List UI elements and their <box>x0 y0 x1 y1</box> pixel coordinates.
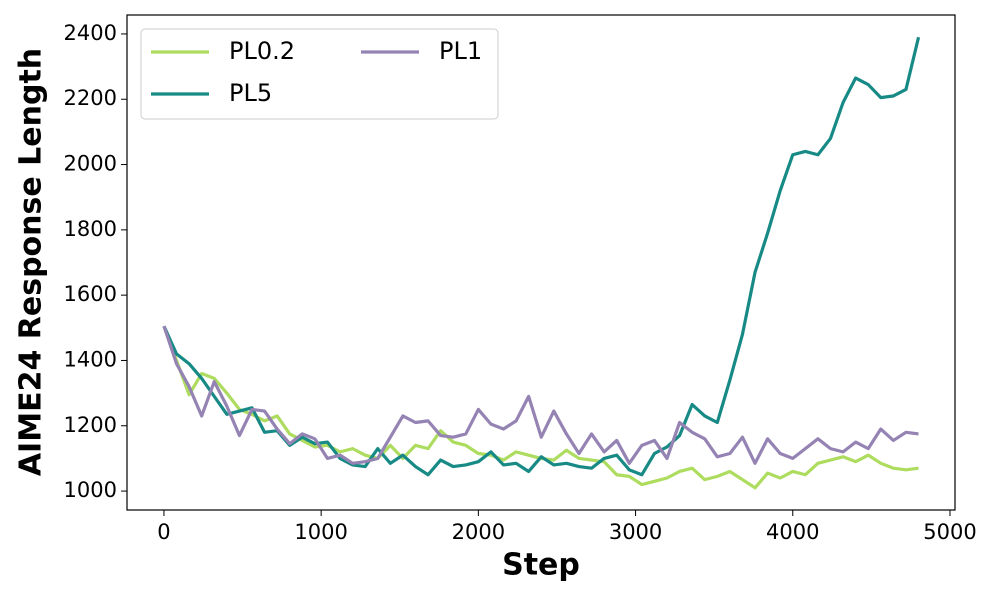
y-tick-label: 1400 <box>64 347 117 371</box>
legend-label: PL0.2 <box>229 37 295 65</box>
x-tick-label: 4000 <box>766 520 819 544</box>
y-axis-label: AIME24 Response Length <box>14 48 49 476</box>
y-tick-label: 1600 <box>64 282 117 306</box>
series-line <box>162 325 919 490</box>
x-axis-label: Step <box>502 548 580 583</box>
legend-label: PL1 <box>439 37 482 65</box>
x-tick-label: 2000 <box>452 520 505 544</box>
legend-label: PL5 <box>229 79 272 107</box>
y-tick-label: 2200 <box>64 86 117 110</box>
x-tick-label: 3000 <box>609 520 662 544</box>
y-tick-label: 1200 <box>64 413 117 437</box>
plot-frame <box>126 14 956 511</box>
series-line <box>162 325 919 465</box>
y-tick-label: 1800 <box>64 217 117 241</box>
y-tick-label: 2400 <box>64 21 117 45</box>
y-tick-label: 1000 <box>64 478 117 502</box>
x-tick-label: 1000 <box>294 520 347 544</box>
x-tick-label: 0 <box>157 520 170 544</box>
y-tick-label: 2000 <box>64 152 117 176</box>
series-line <box>162 36 921 477</box>
x-tick-label: 5000 <box>923 520 976 544</box>
